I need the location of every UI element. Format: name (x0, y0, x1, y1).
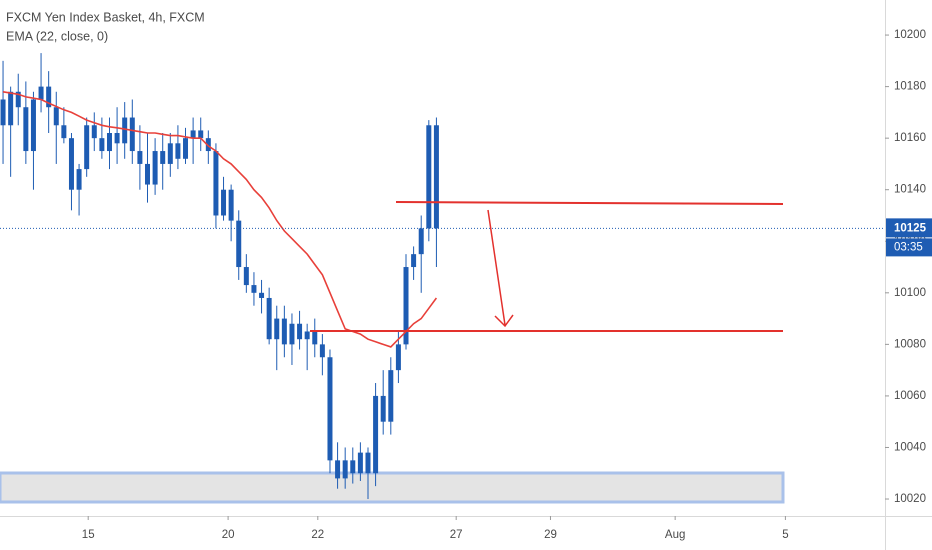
candle-body (190, 130, 196, 139)
candle-body (23, 107, 29, 152)
y-tick-label: 10040 (894, 441, 926, 453)
candle-body (289, 323, 295, 345)
y-tick-label: 10180 (894, 81, 926, 93)
last-price-label: 10125 (894, 222, 927, 234)
candle-body (395, 344, 401, 371)
candle-body (418, 228, 424, 255)
candle-body (8, 91, 14, 126)
candle-body (251, 285, 257, 293)
x-tick-label: 27 (450, 529, 463, 541)
candle-body (76, 169, 82, 190)
candle-body (91, 125, 97, 139)
candle-body (380, 395, 386, 422)
candle-body (342, 460, 348, 479)
candle-body (228, 189, 234, 221)
y-tick-label: 10100 (894, 287, 926, 299)
candle-body (365, 452, 371, 474)
candle-body (175, 143, 181, 159)
candle-body (205, 138, 211, 152)
candle-body (350, 460, 356, 474)
candle-body (167, 143, 173, 164)
y-tick-label: 10200 (894, 29, 926, 41)
arrow-head (494, 314, 514, 328)
candle-body (198, 130, 204, 139)
candle-body (327, 357, 333, 461)
candle-body (274, 318, 280, 340)
candle-body (114, 133, 120, 144)
y-tick-label: 10160 (894, 132, 926, 144)
candle-body (137, 151, 143, 164)
candle-body (129, 117, 135, 152)
candle-body (15, 91, 21, 108)
candle-body (357, 452, 363, 474)
candle-body (403, 267, 409, 345)
candle-body (281, 318, 287, 345)
candle-body (160, 151, 166, 164)
candle-body (335, 460, 341, 479)
marks (0, 53, 439, 500)
candle-body (312, 331, 318, 345)
y-tick-label: 10060 (894, 390, 926, 402)
candle-body (68, 138, 74, 190)
candle-body (388, 370, 394, 422)
y-tick-label: 10020 (894, 493, 926, 505)
x-tick-label: 5 (782, 529, 788, 541)
candle-body (145, 163, 150, 185)
countdown-label: 03:35 (894, 241, 923, 253)
candle-body (84, 125, 90, 170)
zone-box (0, 471, 785, 504)
candle-body (183, 138, 189, 159)
candle-body (46, 86, 52, 108)
last-price-tag (886, 218, 932, 238)
x-tick-label: 29 (544, 529, 557, 541)
candle-body (38, 86, 44, 100)
candle-body (53, 107, 59, 126)
candle-body (373, 395, 379, 474)
candle-body (236, 220, 242, 268)
countdown-tag (886, 238, 932, 257)
candle-body (259, 292, 265, 298)
x-tick-label: Aug (665, 529, 685, 541)
resistance-line (395, 201, 784, 205)
candle-body (61, 125, 67, 139)
candle-body (30, 99, 36, 152)
x-tick-label: 15 (82, 529, 95, 541)
x-tick-label: 22 (311, 529, 324, 541)
indicator-label: EMA (22, close, 0) (6, 29, 108, 43)
candle-body (433, 125, 439, 229)
candle-body (0, 99, 6, 126)
candle-body (411, 254, 417, 268)
candle-body (213, 151, 219, 216)
candle-body (297, 323, 303, 340)
candle-body (106, 133, 112, 152)
candle-body (304, 331, 310, 340)
candle-body (152, 151, 158, 185)
y-tick-label: 10080 (894, 338, 926, 350)
candle-body (266, 297, 272, 340)
candle-body (319, 344, 325, 358)
arrow-shaft (487, 209, 506, 326)
candle-body (243, 267, 249, 286)
x-tick-label: 20 (222, 529, 235, 541)
candle-body (426, 125, 432, 229)
candle-body (99, 138, 105, 152)
chart-title: FXCM Yen Index Basket, 4h, FXCM (6, 10, 205, 24)
y-tick-label: 10140 (894, 184, 926, 196)
candle-body (122, 117, 128, 144)
ema-line (2, 91, 438, 348)
candle-body (221, 189, 227, 216)
